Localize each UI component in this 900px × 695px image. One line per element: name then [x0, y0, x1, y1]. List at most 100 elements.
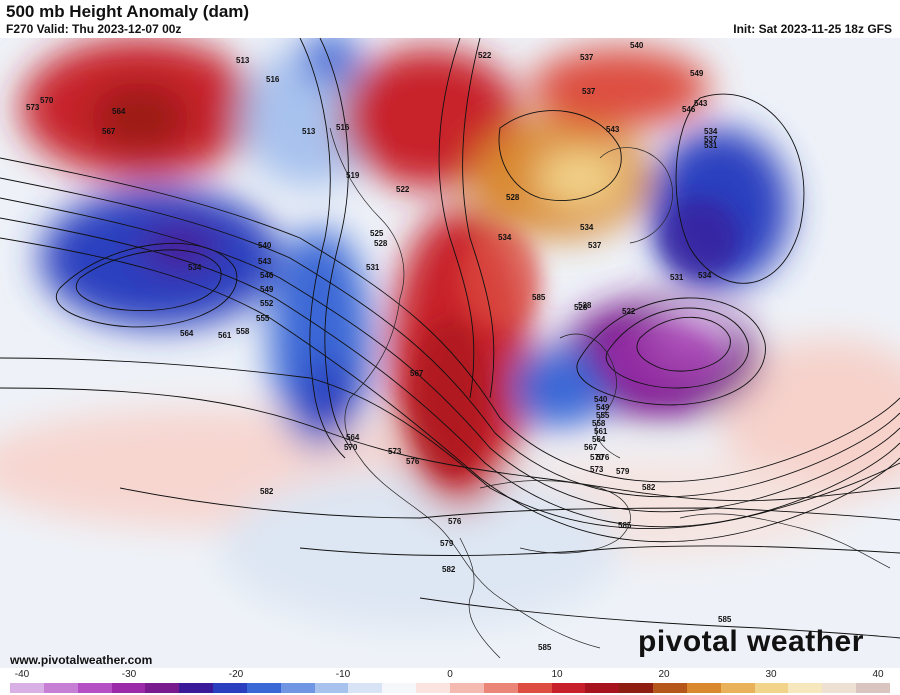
contour-label: 561: [594, 427, 608, 436]
contour-label: 531: [366, 263, 380, 272]
colorbar-swatch: [280, 683, 315, 693]
contour-label: 534: [704, 127, 718, 136]
contour-label: 522: [478, 51, 492, 60]
colorbar-swatch: [551, 683, 586, 693]
colorbar-tick-label: -10: [335, 669, 351, 680]
contour-label: 567: [584, 443, 598, 452]
colorbar-swatch: [619, 683, 654, 693]
contour-label: 582: [442, 565, 456, 574]
contour-label: 573: [26, 103, 40, 112]
colorbar-tick-label: 0: [447, 669, 453, 680]
colorbar-swatch: [10, 683, 44, 693]
valid-time: F270 Valid: Thu 2023-12-07 00z: [6, 22, 182, 36]
contour-label: 585: [532, 293, 546, 302]
contour-label: 516: [266, 75, 280, 84]
colorbar-swatch: [246, 683, 281, 693]
contour-label: 555: [256, 314, 270, 323]
colorbar-swatch: [653, 683, 687, 693]
contour-label: 528: [574, 303, 588, 312]
contour-label: 570: [344, 443, 358, 452]
colorbar-swatch: [720, 683, 755, 693]
contour-label: 543: [606, 125, 620, 134]
colorbar-swatch: [314, 683, 349, 693]
contour-label: 579: [616, 467, 630, 476]
contour-label: 540: [630, 41, 644, 50]
colorbar-swatch: [348, 683, 383, 693]
contour-label: 576: [448, 517, 462, 526]
contour-label: 576: [406, 457, 420, 466]
contour-label: 567: [410, 369, 424, 378]
colorbar-tick-label: 20: [658, 669, 670, 680]
contour-label: 561: [218, 331, 232, 340]
colorbar-swatch: [43, 683, 78, 693]
contour-label: 582: [260, 487, 274, 496]
contour-label: 549: [690, 69, 704, 78]
contour-label: 543: [694, 99, 708, 108]
contour-label: 537: [582, 87, 596, 96]
colorbar-tick-label: 30: [765, 669, 777, 680]
contour-label: 537: [588, 241, 602, 250]
contour-label: 585: [618, 521, 632, 530]
contour-label: 522: [622, 307, 636, 316]
contour-label: 534: [188, 263, 202, 272]
contour-label: 513: [302, 127, 316, 136]
contour-label: 573: [388, 447, 402, 456]
colorbar-tick-label: -40: [14, 669, 30, 680]
contour-label: 564: [112, 107, 126, 116]
contour-label: 558: [592, 419, 606, 428]
contour-label: 522: [396, 185, 410, 194]
height-contours: [0, 38, 900, 639]
website-link[interactable]: www.pivotalweather.com: [10, 653, 153, 667]
contour-label: 549: [260, 285, 274, 294]
contour-label: 534: [498, 233, 512, 242]
contour-label: 516: [336, 123, 350, 132]
colorbar-swatch: [449, 683, 484, 693]
colorbar-swatch: [179, 683, 214, 693]
colorbar-swatch: [483, 683, 518, 693]
contour-label: 528: [578, 301, 592, 310]
colorbar-swatch: [382, 683, 417, 693]
contour-label: 546: [682, 105, 696, 114]
colorbar-swatch: [686, 683, 721, 693]
contour-label: 555: [596, 411, 610, 420]
contour-label: 513: [236, 56, 250, 65]
init-time: Init: Sat 2023-11-25 18z GFS: [733, 22, 892, 36]
contour-label: 534: [580, 223, 594, 232]
contour-label: 540: [594, 395, 608, 404]
contour-label: 528: [374, 239, 388, 248]
contour-label: 585: [538, 643, 552, 652]
colorbar-tick-label: -30: [121, 669, 137, 680]
contour-label: 519: [346, 171, 360, 180]
contour-label: 576: [596, 453, 610, 462]
colorbar-swatch: [77, 683, 112, 693]
contour-label: 564: [180, 329, 194, 338]
colorbar: -40 -30 -20 -10 0 10 20 30 40: [0, 669, 900, 695]
colorbar-swatch: [754, 683, 789, 693]
contour-label: 579: [440, 539, 454, 548]
contour-label: 552: [260, 299, 274, 308]
colorbar-swatch: [111, 683, 146, 693]
contour-label: 570: [40, 96, 54, 105]
colorbar-swatch: [585, 683, 620, 693]
contour-label: 537: [704, 135, 718, 144]
contour-label: 564: [592, 435, 606, 444]
colorbar-swatch: [856, 683, 890, 693]
contour-label: 543: [258, 257, 272, 266]
contour-label: 540: [258, 241, 272, 250]
contour-label: 528: [506, 193, 520, 202]
colorbar-swatch: [822, 683, 857, 693]
colorbar-strip: [10, 683, 890, 693]
contour-label: 585: [718, 615, 732, 624]
contour-label: 531: [704, 141, 718, 150]
contour-label: 573: [590, 465, 604, 474]
coastlines: [329, 127, 891, 659]
colorbar-swatch: [517, 683, 552, 693]
contour-label: 534: [698, 271, 712, 280]
contour-label: 537: [580, 53, 594, 62]
contour-label: 564: [346, 433, 360, 442]
contour-label: 558: [236, 327, 250, 336]
colorbar-tick-label: 10: [551, 669, 563, 680]
brand-logo: pivotal weather: [638, 625, 864, 658]
